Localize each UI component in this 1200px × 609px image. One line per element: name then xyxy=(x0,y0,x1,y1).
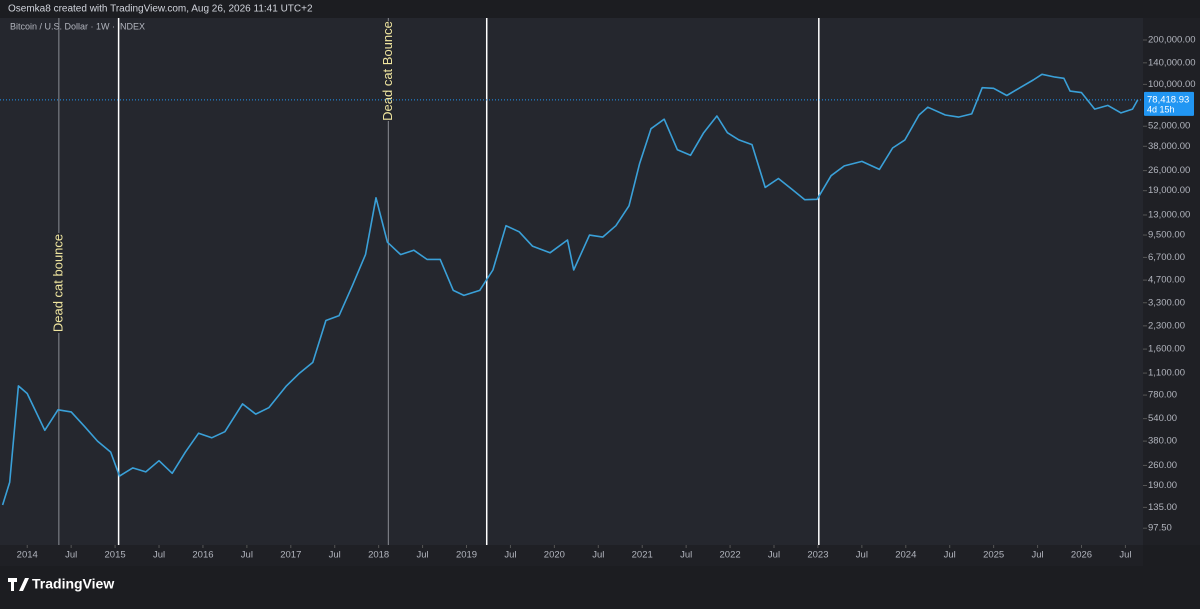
x-tick-label: Jul xyxy=(1119,550,1131,561)
x-tick-label: 2020 xyxy=(544,550,565,561)
header: Osemka8 created with TradingView.com, Au… xyxy=(8,4,313,15)
x-tick-label: Jul xyxy=(153,550,165,561)
x-tick-label: Jul xyxy=(856,550,868,561)
annotation: Dead cat Bounce xyxy=(380,21,395,121)
chart-title: Bitcoin / U.S. Dollar · 1W · INDEX xyxy=(10,21,145,31)
x-tick-label: Jul xyxy=(1031,550,1043,561)
annotation-bg xyxy=(380,21,397,121)
brand: TradingView xyxy=(32,576,114,592)
x-tick-label: 2021 xyxy=(632,550,653,561)
y-tick-label: 260.00 xyxy=(1148,460,1177,471)
x-tick-label: Jul xyxy=(241,550,253,561)
y-tick-label: 380.00 xyxy=(1148,436,1177,447)
x-tick-label: 2016 xyxy=(192,550,213,561)
x-tick-label: Jul xyxy=(944,550,956,561)
x-tick-label: 2017 xyxy=(280,550,301,561)
price-tag-label: 78,418.93 xyxy=(1147,94,1189,105)
y-tick-label: 140,000.00 xyxy=(1148,57,1196,68)
y-tick-label: 135.00 xyxy=(1148,502,1177,513)
y-tick-label: 3,300.00 xyxy=(1148,297,1185,308)
y-tick-label: 19,000.00 xyxy=(1148,185,1190,196)
x-tick-label: 2014 xyxy=(17,550,38,561)
time-axis xyxy=(0,545,1143,566)
x-tick-label: 2026 xyxy=(1071,550,1092,561)
x-tick-label: 2015 xyxy=(105,550,126,561)
y-tick-label: 52,000.00 xyxy=(1148,121,1190,132)
y-tick-label: 6,700.00 xyxy=(1148,252,1185,263)
x-tick-label: 2024 xyxy=(895,550,916,561)
x-tick-label: 2019 xyxy=(456,550,477,561)
y-tick-label: 9,500.00 xyxy=(1148,230,1185,241)
y-tick-label: 26,000.00 xyxy=(1148,165,1190,176)
y-tick-label: 4,700.00 xyxy=(1148,275,1185,286)
x-tick-label: Jul xyxy=(329,550,341,561)
x-tick-label: Jul xyxy=(768,550,780,561)
x-tick-label: Jul xyxy=(417,550,429,561)
y-tick-label: 13,000.00 xyxy=(1148,209,1190,220)
x-tick-label: 2025 xyxy=(983,550,1004,561)
x-tick-label: Jul xyxy=(65,550,77,561)
x-tick-label: 2022 xyxy=(720,550,741,561)
x-tick-label: Jul xyxy=(680,550,692,561)
y-tick-label: 1,600.00 xyxy=(1148,344,1185,355)
y-tick-label: 97.50 xyxy=(1148,523,1172,534)
price-tag xyxy=(1144,91,1194,116)
plot-area xyxy=(0,18,1143,545)
x-tick-label: 2018 xyxy=(368,550,389,561)
x-tick-label: Jul xyxy=(504,550,516,561)
price-tag-countdown: 4d 15h xyxy=(1147,104,1175,114)
x-tick-label: Jul xyxy=(592,550,604,561)
y-tick-label: 100,000.00 xyxy=(1148,79,1196,90)
y-tick-label: 38,000.00 xyxy=(1148,141,1190,152)
y-tick-label: 2,300.00 xyxy=(1148,320,1185,331)
annotation: Dead cat bounce xyxy=(50,234,65,332)
y-tick-label: 200,000.00 xyxy=(1148,35,1196,46)
annotation-bg xyxy=(50,233,67,333)
price-line xyxy=(1,73,1139,506)
y-tick-label: 540.00 xyxy=(1148,413,1177,424)
x-tick-label: 2023 xyxy=(807,550,828,561)
logo-mark xyxy=(8,578,29,591)
y-tick-label: 780.00 xyxy=(1148,390,1177,401)
logo: TradingView xyxy=(8,576,114,592)
y-tick-label: 1,100.00 xyxy=(1148,368,1185,379)
y-tick-label: 190.00 xyxy=(1148,480,1177,491)
